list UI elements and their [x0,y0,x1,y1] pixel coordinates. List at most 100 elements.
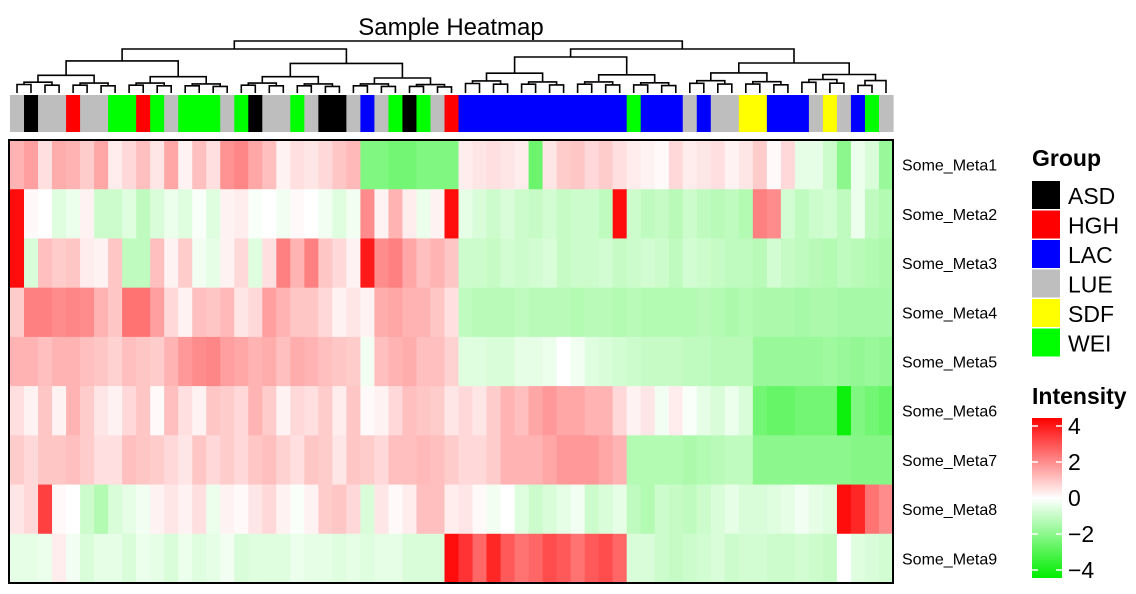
heatmap-cell [528,287,544,338]
heatmap-cell [332,189,347,240]
heatmap-cell [780,287,796,338]
heatmap-cell [864,140,880,190]
heatmap-cell [514,484,530,535]
heatmap-cell [878,386,894,436]
group-legend-title: Group [1032,145,1101,171]
heatmap-cell [486,238,502,289]
heatmap-cell [514,287,530,338]
heatmap-cell [94,336,109,387]
heatmap-cell [290,484,305,535]
heatmap-cell [318,238,333,289]
group-annotation-cell [864,95,880,132]
heatmap-cell [500,435,516,486]
heatmap-cell [374,336,390,387]
heatmap-cell [822,287,838,338]
heatmap-cell [780,189,796,240]
heatmap-cell [710,435,726,486]
heatmap-cell [276,140,291,190]
group-annotation-cell [220,95,235,132]
heatmap-cell [570,238,586,289]
heatmap-cell [612,287,628,338]
heatmap-cell [738,140,754,190]
heatmap-cell [570,484,586,535]
heatmap-cell [332,336,347,387]
group-annotation-cell [24,95,39,132]
dendrogram-branch [520,83,537,93]
heatmap-cell [738,238,754,289]
heatmap-cell [360,484,376,535]
heatmap-cell [66,140,81,190]
heatmap-cell [416,238,432,289]
heatmap-cell [402,287,418,338]
heatmap-cell [542,238,558,289]
heatmap-cell [10,484,25,535]
heatmap-cell [598,533,614,584]
heatmap-cell [318,386,333,436]
heatmap-cell [234,435,249,486]
heatmap-cell [794,238,810,289]
heatmap-cell [458,435,474,486]
group-annotation-cell [290,95,305,132]
heatmap-cell [864,189,880,240]
heatmap-cell [738,484,754,535]
group-annotation-cell [66,95,81,132]
group-legend-swatch [1032,328,1060,357]
row-label: Some_Meta7 [902,453,997,470]
heatmap-cell [416,484,432,535]
heatmap-cell [878,435,894,486]
heatmap-cell [346,484,361,535]
heatmap-cell [780,533,796,584]
heatmap-cell [430,336,446,387]
heatmap-cell [500,533,516,584]
heatmap-cell [542,189,558,240]
group-legend-swatch [1032,269,1060,298]
heatmap-cell [206,238,221,289]
dendrogram-branch [829,82,845,93]
heatmap-cell [486,435,502,486]
group-annotation-cell [192,95,207,132]
dendrogram-branch [380,85,397,93]
dendrogram-branch [72,84,88,93]
group-annotation-cell [374,95,390,132]
dendrogram-branch [240,84,257,93]
dendrogram-branch [569,48,795,63]
heatmap-cell [304,140,319,190]
group-annotation-cell [724,95,740,132]
heatmap-cell [122,140,137,190]
heatmap-cell [276,336,291,387]
dendrogram-branch [548,84,565,93]
heatmap-cell [724,238,740,289]
heatmap-cell [864,386,880,436]
heatmap-cell [192,386,207,436]
heatmap-cell [416,336,432,387]
group-annotation-cell [612,95,628,132]
heatmap-cell [416,435,432,486]
heatmap-cell [52,140,67,190]
heatmap-cell [514,533,530,584]
heatmap-cell [94,484,109,535]
heatmap-cell [66,533,81,584]
heatmap-cell [626,189,642,240]
heatmap-cell [682,189,698,240]
group-annotation-cell [430,95,446,132]
row-label: Some_Meta4 [902,305,997,322]
heatmap-cell [738,189,754,240]
heatmap-cell [626,238,642,289]
heatmap-cell [514,336,530,387]
heatmap-cell [374,189,390,240]
heatmap-cell [164,386,179,436]
heatmap-cell [94,287,109,338]
heatmap-cell [192,484,207,535]
heatmap-cell [10,386,25,436]
heatmap-cell [486,287,502,338]
heatmap-cell [220,484,235,535]
heatmap-cell [570,336,586,387]
heatmap-cell [444,435,460,486]
heatmap-cell [276,287,291,338]
heatmap-cell [346,435,361,486]
group-annotation-cell [94,95,109,132]
heatmap-cell [542,435,558,486]
heatmap-cell [346,287,361,338]
heatmap-cell [850,484,866,535]
group-annotation-cell [80,95,95,132]
